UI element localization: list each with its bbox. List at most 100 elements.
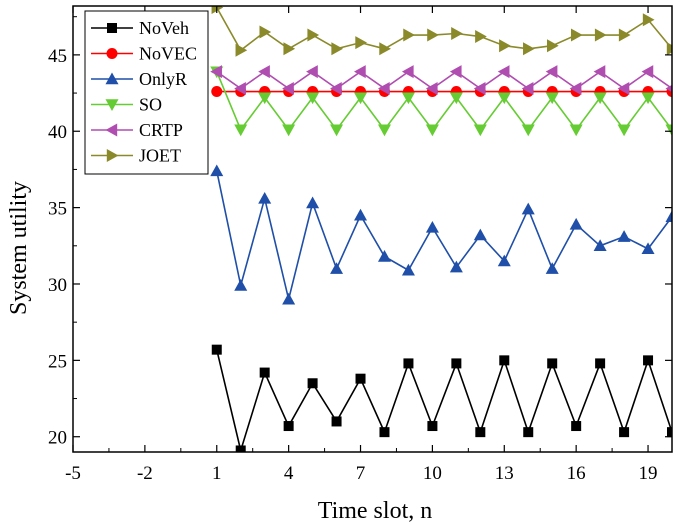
point-noveh-5 xyxy=(307,378,318,389)
point-joet-6 xyxy=(331,42,344,56)
point-so-9 xyxy=(401,92,415,105)
series-line-noveh xyxy=(215,349,672,452)
point-crtp-19 xyxy=(641,65,654,79)
point-noveh-17 xyxy=(595,358,606,369)
point-noveh-8 xyxy=(379,427,390,438)
point-crtp-15 xyxy=(545,65,558,79)
x-tick-label-10: 10 xyxy=(423,463,442,484)
point-joet-4 xyxy=(283,42,296,56)
x-tick-label-16: 16 xyxy=(567,463,586,484)
point-noveh-13 xyxy=(499,355,510,366)
y-tick-label-35: 35 xyxy=(48,199,67,220)
point-onlyr-13 xyxy=(497,254,511,267)
point-noveh-18 xyxy=(619,427,630,438)
point-onlyr-18 xyxy=(617,230,631,242)
point-joet-20 xyxy=(666,42,672,56)
legend-marker-noveh xyxy=(107,23,117,33)
point-crtp-16 xyxy=(569,81,582,95)
plot-frame xyxy=(72,5,673,453)
point-crtp-10 xyxy=(425,81,438,95)
point-onlyr-20 xyxy=(665,210,672,222)
series-line-onlyr xyxy=(215,170,672,300)
legend-label-crtp: CRTP xyxy=(139,120,183,140)
point-onlyr-11 xyxy=(449,260,463,273)
point-novec-1 xyxy=(211,86,223,98)
legend-box xyxy=(84,10,209,175)
x-tick-label-1: 1 xyxy=(212,463,222,484)
point-onlyr-4 xyxy=(282,292,296,305)
point-so-4 xyxy=(282,124,296,137)
point-onlyr-5 xyxy=(306,196,320,209)
point-joet-16 xyxy=(570,28,583,42)
point-so-2 xyxy=(234,124,248,137)
point-crtp-5 xyxy=(306,65,318,79)
point-joet-18 xyxy=(618,28,631,42)
x-tick-label-4: 4 xyxy=(284,463,294,484)
point-so-19 xyxy=(641,92,655,105)
y-tick-label-25: 25 xyxy=(48,351,67,372)
point-joet-14 xyxy=(523,42,535,56)
point-joet-12 xyxy=(475,30,487,44)
x-tick-label-13: 13 xyxy=(495,463,514,484)
point-crtp-11 xyxy=(449,65,462,79)
point-crtp-2 xyxy=(234,81,246,95)
x-tick-label-19: 19 xyxy=(639,463,658,484)
point-crtp-17 xyxy=(593,65,606,79)
point-noveh-10 xyxy=(427,421,438,432)
point-joet-2 xyxy=(235,43,248,57)
point-noveh-6 xyxy=(331,416,342,427)
x-tick-label--5: -5 xyxy=(65,463,81,484)
point-so-18 xyxy=(617,124,631,137)
point-so-17 xyxy=(593,92,607,105)
legend-label-novec: NoVEC xyxy=(139,44,197,64)
point-noveh-16 xyxy=(571,421,582,432)
point-joet-17 xyxy=(594,28,607,42)
point-joet-11 xyxy=(451,26,463,40)
x-tick-label-7: 7 xyxy=(356,463,366,484)
legend-marker-crtp xyxy=(105,123,118,137)
point-joet-5 xyxy=(307,28,320,42)
point-onlyr-3 xyxy=(258,191,272,204)
point-onlyr-10 xyxy=(425,220,439,233)
point-so-11 xyxy=(449,92,463,105)
legend-marker-onlyr xyxy=(105,72,119,85)
point-onlyr-12 xyxy=(473,228,487,241)
legend: NoVeh NoVEC OnlyR SO CRTP JOET xyxy=(84,10,209,175)
point-so-5 xyxy=(306,92,320,105)
point-so-16 xyxy=(569,124,583,137)
point-crtp-13 xyxy=(497,65,510,79)
point-crtp-20 xyxy=(665,84,672,93)
point-crtp-12 xyxy=(473,81,486,95)
point-joet-13 xyxy=(499,39,511,53)
point-noveh-2 xyxy=(235,445,246,452)
legend-label-joet: JOET xyxy=(139,146,181,166)
point-crtp-18 xyxy=(617,81,630,95)
point-noveh-14 xyxy=(523,427,534,438)
point-noveh-7 xyxy=(355,373,366,384)
point-joet-9 xyxy=(403,28,415,42)
point-noveh-3 xyxy=(259,367,270,378)
point-joet-10 xyxy=(427,28,439,42)
point-noveh-11 xyxy=(451,358,462,369)
legend-label-onlyr: OnlyR xyxy=(139,69,187,89)
point-crtp-1 xyxy=(210,65,222,79)
x-axis-title: Time slot, n xyxy=(318,498,432,524)
x-tick-label--2: -2 xyxy=(137,463,153,484)
series-line-so xyxy=(216,71,672,132)
point-crtp-8 xyxy=(377,81,390,95)
point-onlyr-7 xyxy=(354,208,368,221)
point-noveh-9 xyxy=(403,358,414,369)
point-onlyr-16 xyxy=(569,217,583,230)
point-onlyr-2 xyxy=(234,279,248,291)
point-so-6 xyxy=(330,124,344,137)
point-joet-1 xyxy=(211,6,224,15)
point-crtp-9 xyxy=(401,65,414,79)
point-so-10 xyxy=(425,124,439,137)
point-onlyr-15 xyxy=(545,262,559,274)
point-crtp-4 xyxy=(282,81,294,95)
y-tick-label-40: 40 xyxy=(48,122,67,143)
point-so-15 xyxy=(545,92,559,105)
point-noveh-20 xyxy=(667,427,672,438)
point-so-8 xyxy=(377,124,391,137)
